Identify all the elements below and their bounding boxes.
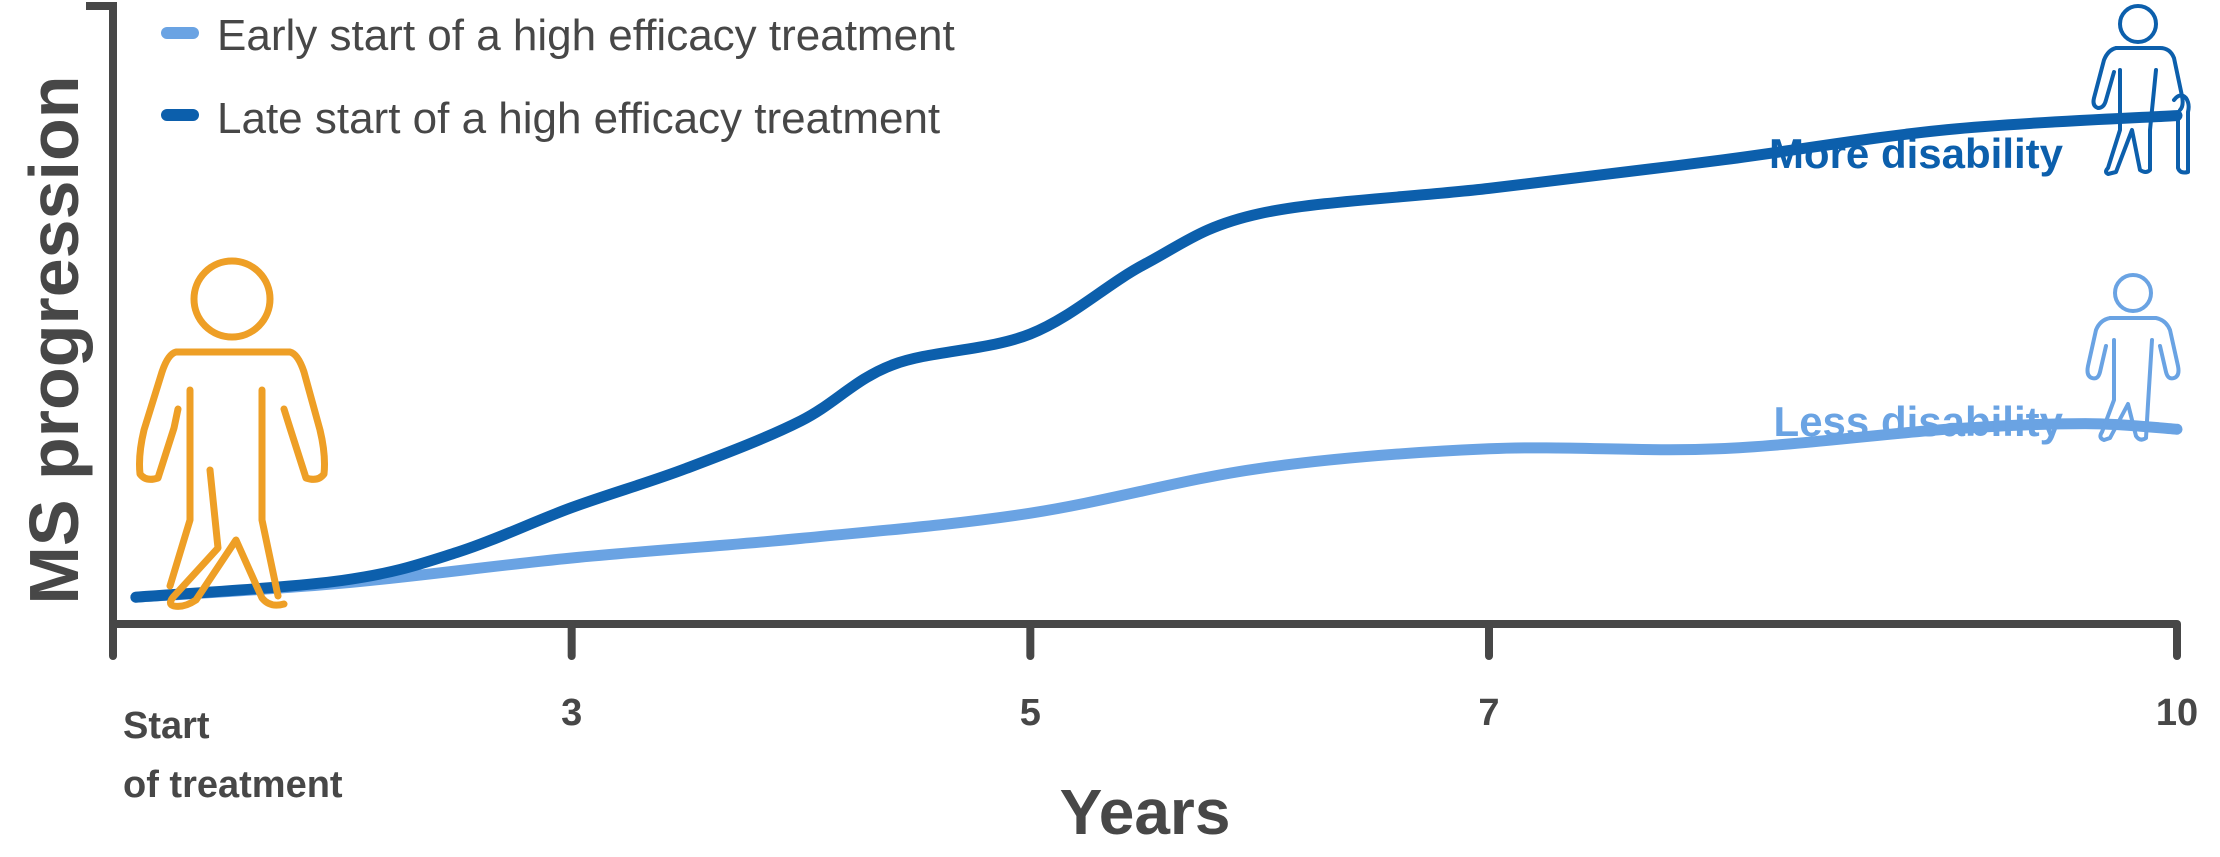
series-line-early [130, 418, 2183, 603]
x-axis-title: Years [1060, 776, 1231, 848]
y-axis-title: MS progression [15, 76, 93, 605]
person-standing-icon [136, 257, 328, 610]
legend-label-early: Early start of a high efficacy treatment [217, 11, 955, 60]
legend-label-late: Late start of a high efficacy treatment [217, 94, 940, 143]
annotation-more-disability: More disability [1769, 130, 2064, 177]
legend-item-late: Late start of a high efficacy treatment [161, 94, 940, 143]
legend-item-early: Early start of a high efficacy treatment [161, 11, 955, 60]
x-axis-ticks [109, 620, 2181, 660]
x-axis-tick-labels: Start of treatment 3 5 7 10 [123, 692, 2198, 806]
annotation-less-disability: Less disability [1774, 398, 2064, 445]
series-lines [130, 110, 2183, 603]
x-tick-label-4: 10 [2156, 692, 2198, 734]
person-walking-icon [2085, 273, 2181, 442]
person-with-cane-icon [2091, 4, 2191, 176]
series-line-late [130, 110, 2183, 603]
legend: Early start of a high efficacy treatment… [161, 11, 955, 143]
axes [86, 2, 2177, 628]
x-tick-label-3: 7 [1478, 692, 1499, 734]
x-tick-label-2: 5 [1020, 692, 1041, 734]
x-tick-label-1: 3 [561, 692, 582, 734]
x-tick-label-0: Start of treatment [123, 705, 343, 806]
y-axis-line [86, 2, 117, 624]
